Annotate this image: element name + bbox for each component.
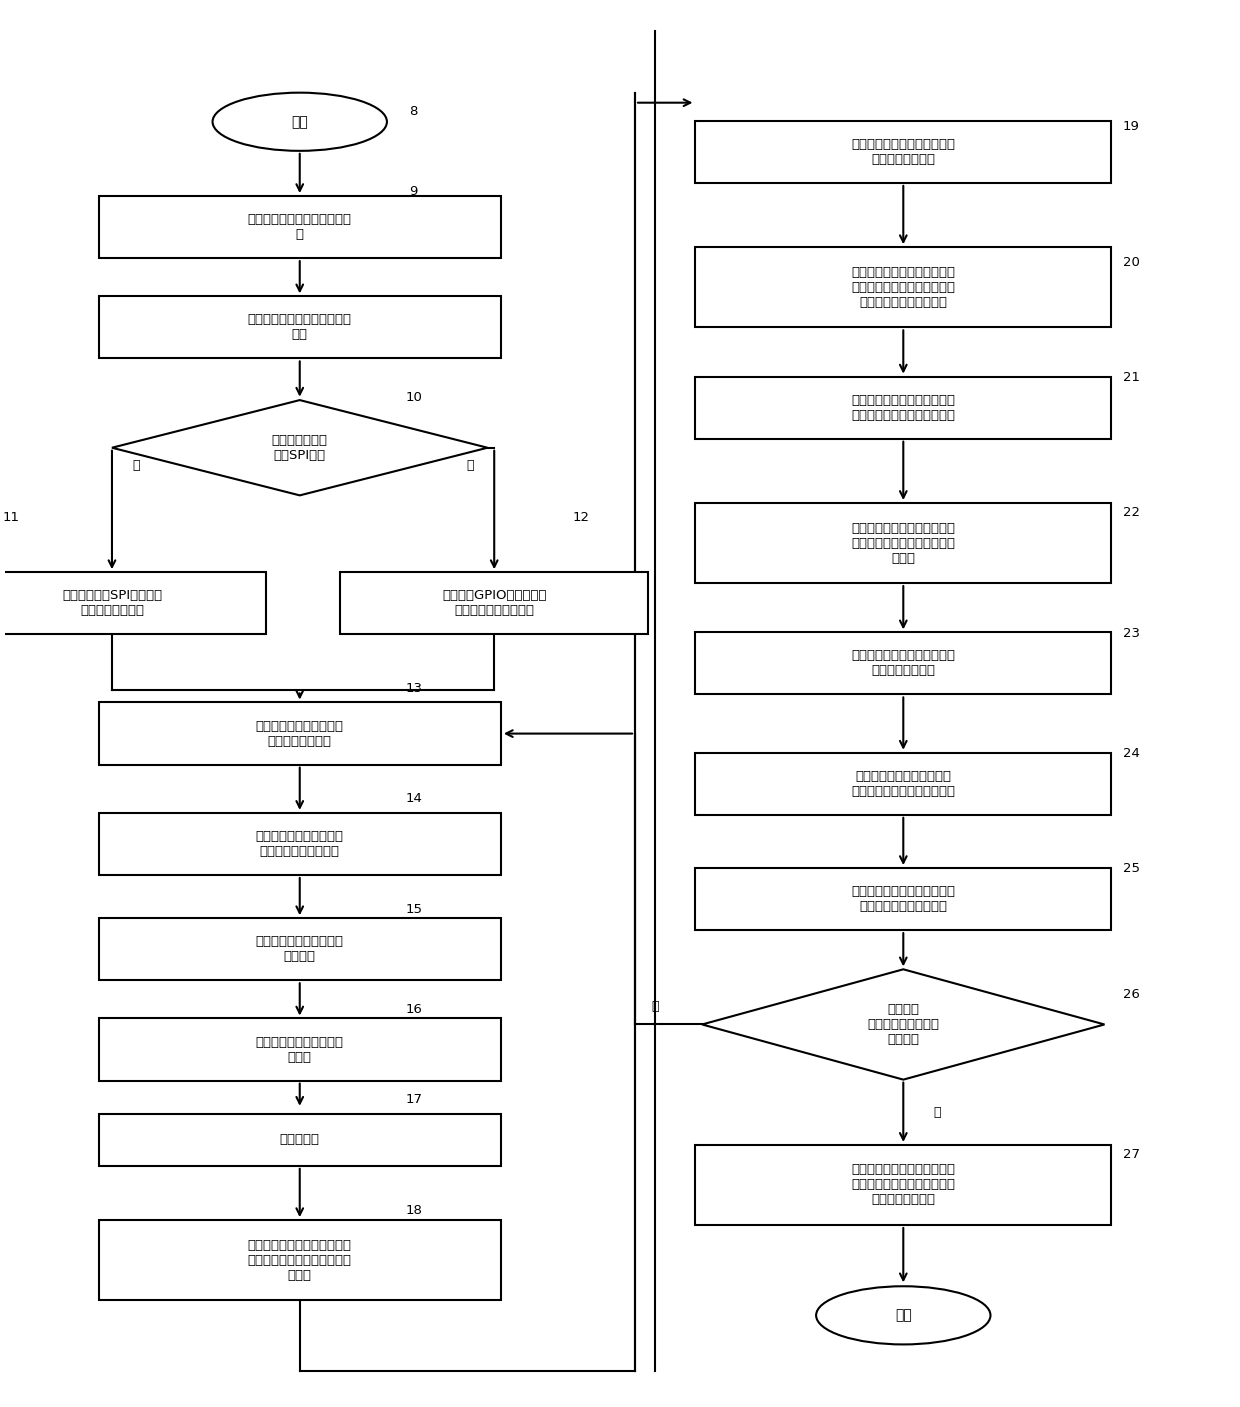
Text: 18: 18 bbox=[405, 1203, 422, 1217]
FancyBboxPatch shape bbox=[98, 813, 501, 875]
Text: 20: 20 bbox=[1123, 256, 1140, 269]
Text: 21: 21 bbox=[1122, 371, 1140, 384]
Text: 观察控制
器控制效果是否达到
预期效果: 观察控制 器控制效果是否达到 预期效果 bbox=[867, 1003, 939, 1045]
Text: 目标机中参数修改功能模块对
控制器被调参数进行修改: 目标机中参数修改功能模块对 控制器被调参数进行修改 bbox=[852, 885, 955, 913]
Text: 9: 9 bbox=[409, 186, 418, 198]
Text: 目标机中通信功能模块将控制
内部变量经过两个数据收发器
传输发送至调试计算机中: 目标机中通信功能模块将控制 内部变量经过两个数据收发器 传输发送至调试计算机中 bbox=[852, 266, 955, 308]
Polygon shape bbox=[112, 400, 487, 495]
Text: 目标机中变量观察功能模块获
取控制器内部变量: 目标机中变量观察功能模块获 取控制器内部变量 bbox=[852, 138, 955, 166]
Text: 26: 26 bbox=[1123, 988, 1140, 1000]
Text: 15: 15 bbox=[405, 903, 423, 916]
Text: 开始: 开始 bbox=[291, 115, 308, 129]
Text: 12: 12 bbox=[573, 511, 590, 525]
Text: 13: 13 bbox=[405, 682, 423, 695]
Text: 19: 19 bbox=[1123, 120, 1140, 134]
Text: 17: 17 bbox=[405, 1093, 423, 1106]
Text: 11: 11 bbox=[2, 511, 20, 525]
Text: 10: 10 bbox=[405, 391, 422, 404]
Text: 目标机是否支持
硬件SPI接口: 目标机是否支持 硬件SPI接口 bbox=[272, 433, 327, 461]
Text: 调试计算机中绘制控制器内部
变量的实时曲线并显示其数值: 调试计算机中绘制控制器内部 变量的实时曲线并显示其数值 bbox=[852, 394, 955, 422]
Text: 调试计算机中设置控制器中被
调试参数的目标值: 调试计算机中设置控制器中被 调试参数的目标值 bbox=[852, 650, 955, 677]
Text: 连接无线数据收发器至调
试计算机: 连接无线数据收发器至调 试计算机 bbox=[255, 936, 343, 964]
Text: 否: 否 bbox=[651, 1000, 658, 1013]
Text: 将欲调试的控制器参数添
加进参数修改列表: 将欲调试的控制器参数添 加进参数修改列表 bbox=[255, 719, 343, 747]
FancyBboxPatch shape bbox=[696, 868, 1111, 930]
FancyBboxPatch shape bbox=[696, 248, 1111, 328]
FancyBboxPatch shape bbox=[696, 502, 1111, 582]
Text: 选择使用硬件SPI接口驱动
子无线数据收发器: 选择使用硬件SPI接口驱动 子无线数据收发器 bbox=[62, 590, 162, 618]
FancyBboxPatch shape bbox=[696, 1145, 1111, 1225]
FancyBboxPatch shape bbox=[98, 702, 501, 764]
Text: 16: 16 bbox=[405, 1003, 422, 1016]
Text: 在调试计算机中运行上位
机软件: 在调试计算机中运行上位 机软件 bbox=[255, 1036, 343, 1064]
Text: 运行目标机: 运行目标机 bbox=[280, 1133, 320, 1147]
FancyBboxPatch shape bbox=[696, 377, 1111, 439]
Text: 移除目标机中的嵌入交互软件
包，对所调参数进行固化，控
制器参数调试完成: 移除目标机中的嵌入交互软件 包，对所调参数进行固化，控 制器参数调试完成 bbox=[852, 1164, 955, 1206]
FancyBboxPatch shape bbox=[340, 573, 649, 635]
Polygon shape bbox=[702, 969, 1105, 1079]
Text: 连接子无线数据收发器至目标
机: 连接子无线数据收发器至目标 机 bbox=[248, 212, 352, 241]
Ellipse shape bbox=[816, 1286, 991, 1345]
Ellipse shape bbox=[212, 93, 387, 151]
Text: 14: 14 bbox=[405, 792, 422, 805]
Text: 将欲分析的控制器内部变
量添加进变量观察列表: 将欲分析的控制器内部变 量添加进变量观察列表 bbox=[255, 830, 343, 858]
Text: 是: 是 bbox=[133, 459, 140, 473]
Text: 8: 8 bbox=[409, 106, 418, 118]
FancyBboxPatch shape bbox=[696, 753, 1111, 815]
FancyBboxPatch shape bbox=[98, 919, 501, 981]
FancyBboxPatch shape bbox=[98, 297, 501, 359]
FancyBboxPatch shape bbox=[0, 573, 267, 635]
FancyBboxPatch shape bbox=[98, 196, 501, 257]
Text: 结束: 结束 bbox=[895, 1309, 911, 1323]
Text: 23: 23 bbox=[1122, 626, 1140, 640]
Text: 根据控制器内部变量变化曲线
及数值对如何更改参数做出现
场决策: 根据控制器内部变量变化曲线 及数值对如何更改参数做出现 场决策 bbox=[852, 522, 955, 564]
Text: 目标机中通信初始化功能模块
进行子无线数据收发器的初始
化配置: 目标机中通信初始化功能模块 进行子无线数据收发器的初始 化配置 bbox=[248, 1238, 352, 1282]
Text: 24: 24 bbox=[1123, 747, 1140, 760]
FancyBboxPatch shape bbox=[696, 121, 1111, 183]
Text: 否: 否 bbox=[466, 459, 474, 473]
Text: 选择使用GPIO模拟的接口
驱动子无线数据收发器: 选择使用GPIO模拟的接口 驱动子无线数据收发器 bbox=[441, 590, 547, 618]
Text: 添加嵌入交互软件包至当前目
标机: 添加嵌入交互软件包至当前目 标机 bbox=[248, 314, 352, 342]
Text: 是: 是 bbox=[932, 1106, 941, 1119]
FancyBboxPatch shape bbox=[98, 1114, 501, 1166]
Text: 25: 25 bbox=[1122, 862, 1140, 875]
Text: 22: 22 bbox=[1122, 507, 1140, 519]
FancyBboxPatch shape bbox=[98, 1220, 501, 1300]
Text: 27: 27 bbox=[1122, 1148, 1140, 1161]
FancyBboxPatch shape bbox=[98, 1019, 501, 1081]
Text: 被调参数目标值经过两个无
线数据收发器至通信功能模块: 被调参数目标值经过两个无 线数据收发器至通信功能模块 bbox=[852, 770, 955, 798]
FancyBboxPatch shape bbox=[696, 632, 1111, 695]
